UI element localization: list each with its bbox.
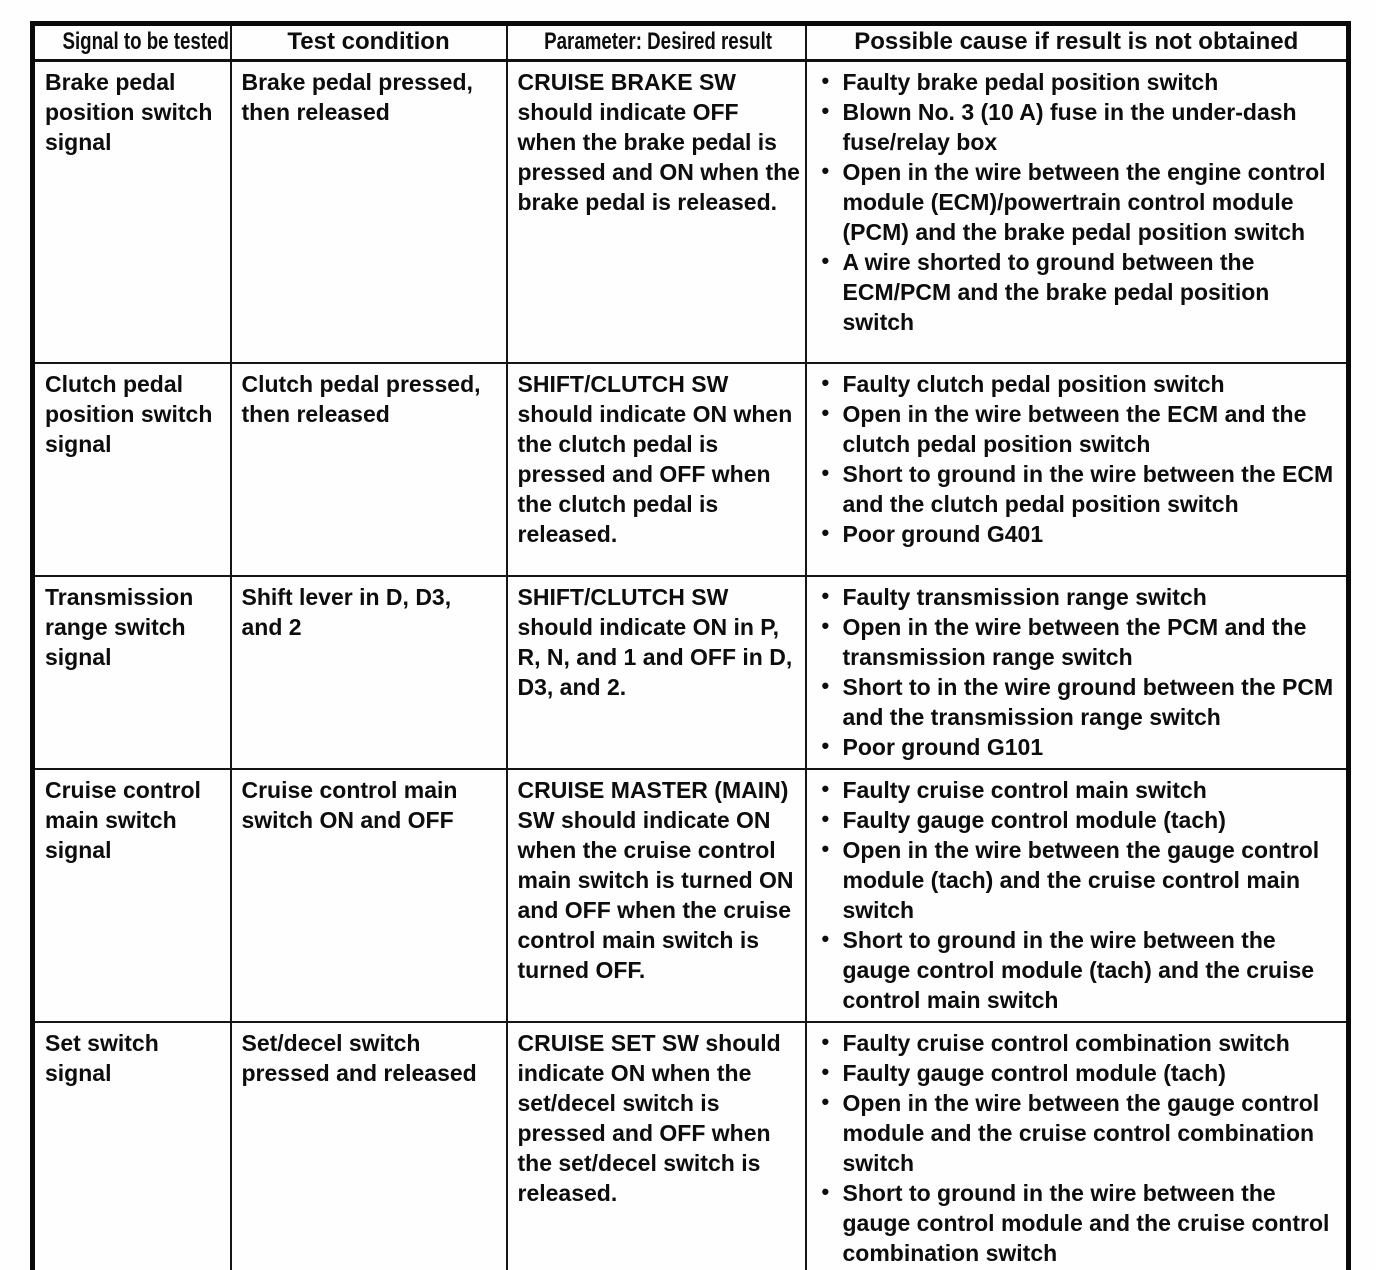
causes-list: Faulty brake pedal position switch Blown… xyxy=(817,66,1339,337)
cause-item: Faulty clutch pedal position switch xyxy=(817,368,1339,399)
cause-item: Open in the wire between the gauge contr… xyxy=(817,834,1339,925)
causes-list: Faulty cruise control combination switch… xyxy=(817,1027,1339,1268)
column-header-possible-cause: Possible cause if result is not obtained xyxy=(804,22,1350,62)
column-header-test-condition-label: Test condition xyxy=(287,28,450,55)
parameter-cell: SHIFT/CLUTCH SW should indicate ON when … xyxy=(505,361,807,577)
table-row-brake-pedal: Brake pedal position switch signal Brake… xyxy=(31,59,1350,364)
column-header-signal: Signal to be tested xyxy=(31,22,232,62)
causes-cell: Faulty transmission range switch Open in… xyxy=(804,574,1350,770)
column-header-test-condition: Test condition xyxy=(229,22,508,62)
causes-cell: Faulty cruise control combination switch… xyxy=(804,1020,1350,1270)
cause-item: Faulty brake pedal position switch xyxy=(817,66,1339,97)
causes-cell: Faulty clutch pedal position switch Open… xyxy=(804,361,1350,577)
causes-list: Faulty transmission range switch Open in… xyxy=(817,581,1339,762)
parameter-cell: CRUISE BRAKE SW should indicate OFF when… xyxy=(505,59,807,364)
cause-item: Open in the wire between the gauge contr… xyxy=(817,1087,1339,1178)
table-row-set-switch: Set switch signal Set/decel switch press… xyxy=(31,1020,1350,1270)
column-header-signal-label: Signal to be tested xyxy=(62,28,229,55)
cause-item: Open in the wire between the PCM and the… xyxy=(817,611,1339,672)
causes-list: Faulty cruise control main switch Faulty… xyxy=(817,774,1339,1015)
condition-cell: Cruise control main switch ON and OFF xyxy=(229,767,508,1023)
cause-item: Blown No. 3 (10 A) fuse in the under-das… xyxy=(817,96,1339,157)
signal-cell: Set switch signal xyxy=(31,1020,232,1270)
cause-item: Short to in the wire ground between the … xyxy=(817,671,1339,732)
condition-cell: Clutch pedal pressed, then released xyxy=(229,361,508,577)
cause-item: Open in the wire between the ECM and the… xyxy=(817,398,1339,459)
cause-item: Faulty transmission range switch xyxy=(817,581,1339,612)
table-row-transmission-range: Transmission range switch signal Shift l… xyxy=(31,574,1350,770)
column-header-parameter: Parameter: Desired result xyxy=(505,22,807,62)
column-header-possible-cause-label: Possible cause if result is not obtained xyxy=(854,28,1299,55)
header-row: Signal to be tested Test condition Param… xyxy=(31,22,1350,62)
signal-cell: Clutch pedal position switch signal xyxy=(31,361,232,577)
causes-cell: Faulty brake pedal position switch Blown… xyxy=(804,59,1350,364)
parameter-cell: CRUISE MASTER (MAIN) SW should indicate … xyxy=(505,767,807,1023)
condition-cell: Brake pedal pressed, then released xyxy=(229,59,508,364)
cause-item: Open in the wire between the engine cont… xyxy=(817,156,1339,247)
condition-cell: Set/decel switch pressed and released xyxy=(229,1020,508,1270)
cause-item: A wire shorted to ground between the ECM… xyxy=(817,246,1339,337)
parameter-cell: SHIFT/CLUTCH SW should indicate ON in P,… xyxy=(505,574,807,770)
causes-list: Faulty clutch pedal position switch Open… xyxy=(817,368,1339,549)
cause-item: Poor ground G401 xyxy=(817,518,1339,549)
causes-cell: Faulty cruise control main switch Faulty… xyxy=(804,767,1350,1023)
cause-item: Faulty gauge control module (tach) xyxy=(817,804,1339,835)
cause-item: Short to ground in the wire between the … xyxy=(817,1177,1339,1268)
table-row-clutch-pedal: Clutch pedal position switch signal Clut… xyxy=(31,361,1350,577)
cause-item: Faulty gauge control module (tach) xyxy=(817,1057,1339,1088)
cause-item: Short to ground in the wire between the … xyxy=(817,924,1339,1015)
parameter-cell: CRUISE SET SW should indicate ON when th… xyxy=(505,1020,807,1270)
cause-item: Faulty cruise control main switch xyxy=(817,774,1339,805)
column-header-parameter-label: Parameter: Desired result xyxy=(543,28,772,55)
cause-item: Faulty cruise control combination switch xyxy=(817,1027,1339,1058)
signal-cell: Transmission range switch signal xyxy=(31,574,232,770)
condition-cell: Shift lever in D, D3, and 2 xyxy=(229,574,508,770)
signal-cell: Cruise control main switch signal xyxy=(31,767,232,1023)
signal-troubleshooting-table: Signal to be tested Test condition Param… xyxy=(30,21,1351,1270)
cause-item: Poor ground G101 xyxy=(817,731,1339,762)
table-row-cruise-main-switch: Cruise control main switch signal Cruise… xyxy=(31,767,1350,1023)
cause-item: Short to ground in the wire between the … xyxy=(817,458,1339,519)
signal-cell: Brake pedal position switch signal xyxy=(31,59,232,364)
